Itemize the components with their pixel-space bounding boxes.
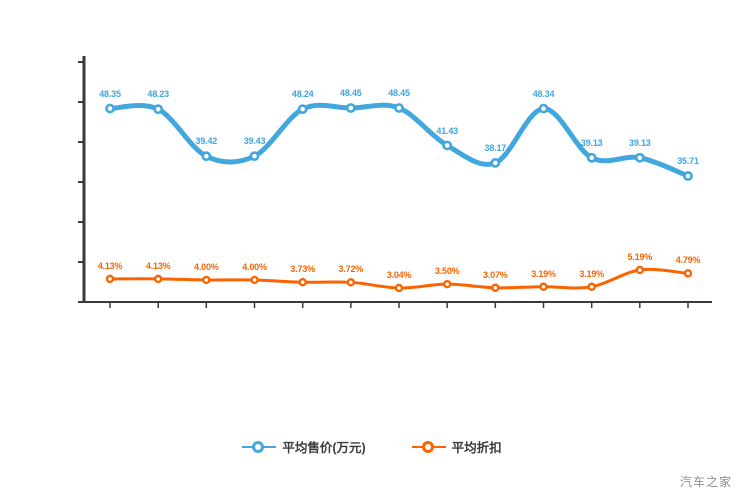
legend-label-orange: 平均折扣	[451, 441, 502, 455]
data-point	[683, 269, 693, 278]
data-label: 3.04%	[386, 270, 412, 280]
data-label: 39.43	[243, 136, 266, 147]
data-label: 4.13%	[145, 260, 171, 271]
data-point	[586, 152, 597, 163]
data-point	[298, 278, 307, 287]
data-label: 39.13	[629, 137, 651, 148]
x-axis-ticks	[109, 302, 689, 308]
data-point	[683, 171, 693, 181]
legend-marker-icon-orange	[411, 440, 446, 454]
data-point	[538, 103, 549, 114]
data-label: 39.13	[580, 137, 603, 148]
series-markers-blue	[105, 103, 693, 181]
data-label: 3.50%	[434, 266, 460, 277]
data-point	[153, 104, 164, 115]
data-label: 48.45	[340, 88, 362, 98]
chart-legend: 平均售价(万元) 平均折扣	[0, 437, 744, 456]
data-label: 3.19%	[531, 268, 556, 279]
legend-item-average-discount[interactable]: 平均折扣	[411, 437, 502, 456]
data-point	[587, 282, 596, 291]
data-label: 3.72%	[338, 264, 364, 275]
data-label: 48.35	[99, 88, 121, 99]
data-label: 48.34	[532, 88, 555, 99]
data-label: 48.45	[388, 88, 410, 98]
data-point	[634, 152, 645, 163]
data-point	[346, 278, 356, 287]
y-axis-ticks	[78, 61, 84, 303]
data-point	[105, 103, 115, 114]
data-label: 3.19%	[579, 268, 604, 279]
watermark-autohome: 汽车之家	[679, 475, 732, 489]
data-label: 5.19%	[627, 252, 653, 262]
data-label: 4.13%	[97, 260, 123, 271]
data-point	[105, 274, 115, 284]
data-point	[394, 283, 404, 293]
data-point	[345, 103, 356, 113]
legend-label-blue: 平均售价(万元)	[282, 441, 366, 455]
data-point	[394, 103, 404, 113]
data-label: 4.00%	[242, 262, 267, 272]
data-label: 3.73%	[290, 264, 315, 275]
data-point	[490, 157, 501, 168]
data-label: 39.42	[195, 136, 218, 147]
data-point	[539, 282, 548, 291]
data-point	[297, 104, 308, 115]
data-point	[442, 279, 452, 289]
data-point	[491, 283, 500, 292]
data-label: 35.71	[677, 156, 699, 166]
legend-item-average-price[interactable]: 平均售价(万元)	[242, 437, 366, 456]
series-markers-orange	[105, 265, 693, 293]
data-label: 48.23	[147, 89, 169, 100]
data-point	[202, 275, 211, 285]
data-label: 41.43	[436, 125, 458, 136]
data-label: 3.07%	[483, 269, 508, 280]
legend-marker-icon-blue	[242, 440, 277, 454]
data-label: 4.00%	[194, 262, 219, 272]
data-point	[153, 274, 163, 284]
data-point	[201, 151, 212, 162]
data-label: 38.17	[484, 142, 507, 153]
data-point	[250, 275, 259, 285]
data-point	[635, 265, 645, 275]
data-label: 4.79%	[675, 255, 701, 266]
data-point	[442, 140, 453, 151]
data-label: 48.24	[291, 89, 314, 100]
data-point	[249, 151, 260, 162]
